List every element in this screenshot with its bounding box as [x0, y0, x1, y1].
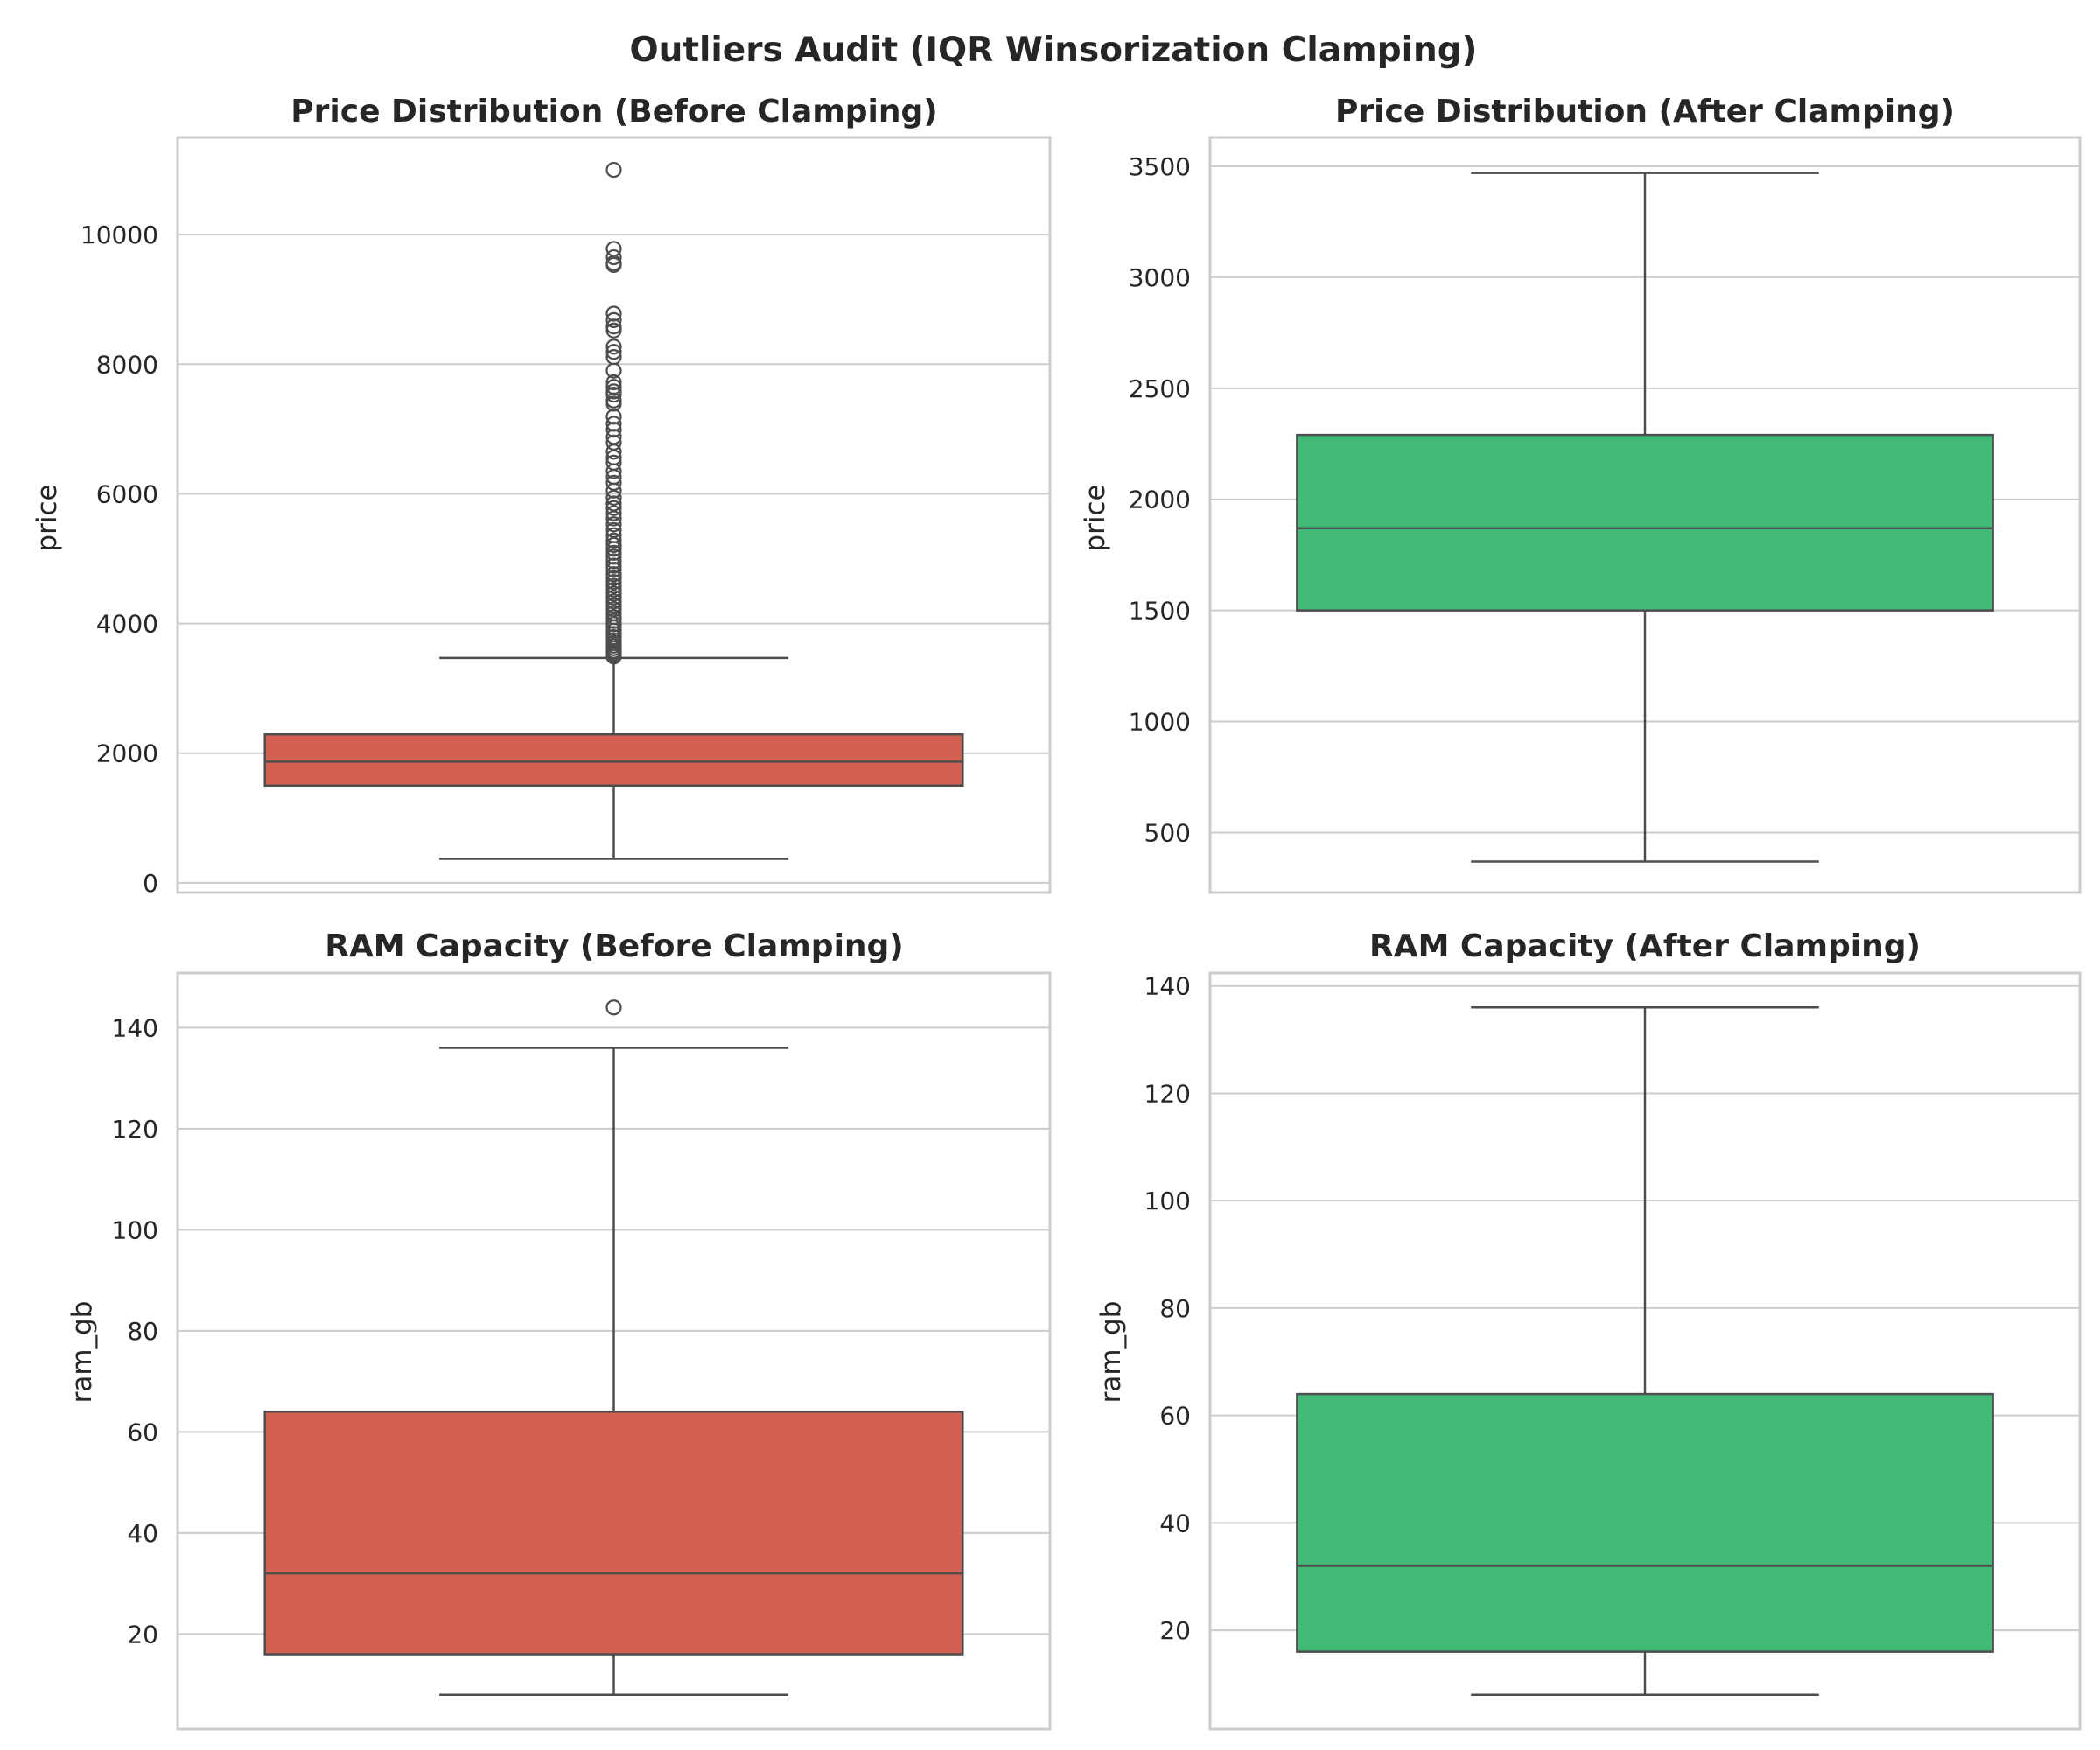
outlier-point: [606, 561, 622, 578]
y-tick-label: 2500: [1129, 374, 1191, 403]
y-tick-label: 140: [1144, 972, 1191, 1001]
panel-title: Price Distribution (After Clamping): [1335, 94, 1955, 130]
panel-title: Price Distribution (Before Clamping): [290, 94, 938, 130]
outlier-point: [606, 516, 622, 533]
outlier-point: [606, 549, 622, 565]
outlier-point: [606, 570, 622, 586]
y-tick-label: 3000: [1129, 263, 1191, 292]
y-tick-label: 20: [1159, 1616, 1191, 1645]
outlier-point: [606, 553, 622, 570]
outlier-point: [606, 578, 622, 594]
outlier-point: [606, 482, 622, 499]
box-plot-2: 500 1000 1500 2000 2500 3000 3500: [1129, 136, 2082, 894]
y-tick-label: 4000: [96, 610, 158, 639]
plot-frame: [176, 971, 1052, 1731]
y-tick-label: 6000: [96, 480, 158, 508]
box-plot-3: 20 40 60 80 100 120 140: [112, 971, 1052, 1731]
outlier-point: [606, 362, 622, 379]
iqr-box: [1296, 433, 1994, 612]
iqr-box: [263, 1410, 964, 1656]
outlier-point: [606, 585, 622, 602]
iqr-box: [263, 733, 964, 788]
y-axis-label: ram_gb: [66, 1301, 98, 1404]
outlier-point: [606, 999, 622, 1016]
panel-ram-after: RAM Capacity (After Clamping) ram_gb: [1096, 928, 1921, 1403]
outlier-point: [606, 557, 622, 574]
y-tick-label: 1500: [1129, 597, 1191, 626]
outlier-point: [606, 597, 622, 613]
y-tick-label: 120: [112, 1115, 158, 1144]
y-tick-label: 140: [112, 1013, 158, 1042]
y-tick-label: 3500: [1129, 152, 1191, 181]
outlier-point: [606, 318, 622, 335]
y-tick-label: 100: [1144, 1186, 1191, 1215]
plot-frame: [1208, 136, 2082, 894]
outlier-point: [606, 500, 622, 516]
outlier-point: [606, 312, 622, 328]
outlier-point: [606, 256, 622, 274]
outlier-point: [606, 396, 622, 412]
outlier-point: [606, 339, 622, 355]
outlier-point: [606, 566, 622, 583]
y-tick-label: 20: [127, 1620, 158, 1648]
box-plot-1: 0 2000 4000 6000 8000 10000: [80, 136, 1052, 898]
outlier-point: [606, 463, 622, 480]
y-tick-label: 0: [143, 869, 158, 898]
y-tick-label: 120: [1144, 1079, 1191, 1108]
y-tick-label: 40: [127, 1519, 158, 1548]
plot-frame: [176, 136, 1052, 894]
panel-price-before: Price Distribution (Before Clamping) pri…: [32, 94, 938, 552]
outlier-point: [606, 574, 622, 591]
outlier-point: [606, 581, 622, 598]
y-tick-label: 8000: [96, 350, 158, 379]
outlier-point: [606, 541, 622, 557]
y-tick-label: 1000: [1129, 708, 1191, 737]
chart-marks: 0 2000 4000 6000 8000 10000 500 1000 1500 2000 250…: [80, 136, 2082, 1731]
panel-price-after: Price Distribution (After Clamping) pric…: [1080, 94, 1955, 552]
outlier-point: [606, 589, 622, 606]
iqr-box: [1296, 1392, 1994, 1653]
y-axis-label: price: [32, 484, 63, 551]
y-tick-label: 2000: [96, 739, 158, 768]
outlier-point: [606, 161, 622, 178]
outlier-point: [606, 444, 622, 460]
outlier-point: [606, 386, 622, 403]
panel-title: RAM Capacity (Before Clamping): [325, 928, 904, 964]
outlier-point: [606, 416, 622, 432]
outlier-point: [606, 510, 622, 527]
outlier-point: [606, 322, 622, 339]
y-tick-label: 80: [1159, 1294, 1191, 1323]
y-tick-label: 10000: [80, 220, 158, 249]
y-tick-label: 80: [127, 1317, 158, 1346]
outlier-point: [606, 536, 622, 554]
outlier-point: [606, 489, 622, 506]
outlier-point: [606, 374, 622, 391]
figure-title: Outliers Audit (IQR Winsorization Clampi…: [630, 31, 1478, 70]
outlier-point: [606, 648, 622, 665]
outlier-point: [606, 544, 622, 561]
outlier-point: [606, 241, 622, 257]
y-tick-label: 60: [1159, 1402, 1191, 1431]
y-axis-label: price: [1080, 484, 1111, 551]
outlier-point: [606, 593, 622, 610]
outlier-point: [606, 305, 622, 322]
y-tick-label: 2000: [1129, 486, 1191, 514]
y-tick-label: 40: [1159, 1508, 1191, 1537]
y-axis-label: ram_gb: [1096, 1301, 1127, 1404]
y-tick-label: 500: [1144, 818, 1191, 847]
outlier-point: [606, 532, 622, 549]
plot-frame: [1208, 971, 2082, 1731]
outlier-point: [606, 344, 622, 360]
y-tick-label: 100: [112, 1215, 158, 1244]
box-plot-4: 20 40 60 80 100 120 140: [1144, 971, 2082, 1731]
outlier-point: [606, 421, 622, 438]
y-tick-label: 60: [127, 1418, 158, 1446]
outlier-point: [606, 409, 622, 425]
outlier-point: [606, 248, 622, 266]
outlier-point: [606, 505, 622, 522]
panel-ram-before: RAM Capacity (Before Clamping) ram_gb: [66, 928, 904, 1403]
panel-title: RAM Capacity (After Clamping): [1369, 928, 1921, 964]
